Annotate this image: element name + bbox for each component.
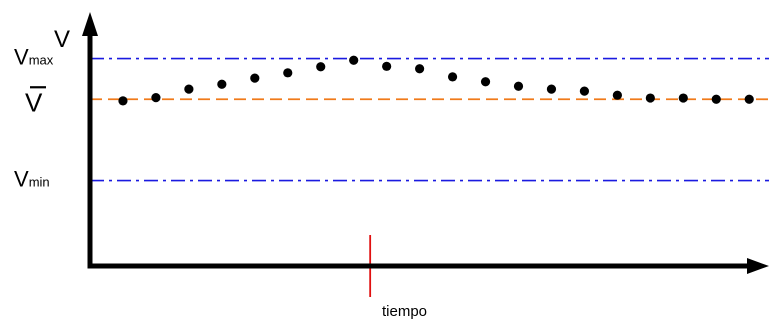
vmean-label: V: [25, 86, 46, 117]
y-axis-arrow-icon: [82, 12, 98, 36]
x-axis-label: tiempo: [382, 303, 427, 320]
data-point: [612, 90, 622, 100]
data-point: [217, 79, 227, 89]
data-point: [711, 94, 721, 104]
data-point: [645, 93, 655, 103]
vmin-label: Vmin: [14, 167, 50, 192]
data-point: [151, 93, 161, 103]
vmean-label-main: V: [25, 87, 43, 117]
data-point: [546, 84, 557, 94]
data-point: [678, 93, 688, 103]
data-point: [118, 96, 128, 106]
data-point: [184, 84, 194, 94]
data-point: [316, 62, 326, 72]
data-point: [579, 86, 590, 96]
x-axis-arrow-icon: [747, 258, 769, 274]
vmin-label-sub: min: [29, 175, 50, 190]
vmin-label-main: V: [14, 167, 29, 192]
data-point: [349, 55, 359, 65]
data-point: [415, 64, 425, 74]
data-point: [513, 81, 524, 91]
vmax-label-main: V: [14, 45, 29, 70]
data-point: [283, 68, 293, 78]
vmax-label-sub: max: [29, 53, 54, 68]
data-point: [447, 72, 458, 82]
data-point: [744, 94, 754, 104]
vmax-label: Vmax: [14, 45, 54, 70]
data-point: [480, 77, 491, 87]
data-point: [250, 73, 260, 83]
data-point: [382, 61, 392, 71]
y-axis-label: V: [54, 26, 70, 53]
data-points: [118, 55, 754, 106]
